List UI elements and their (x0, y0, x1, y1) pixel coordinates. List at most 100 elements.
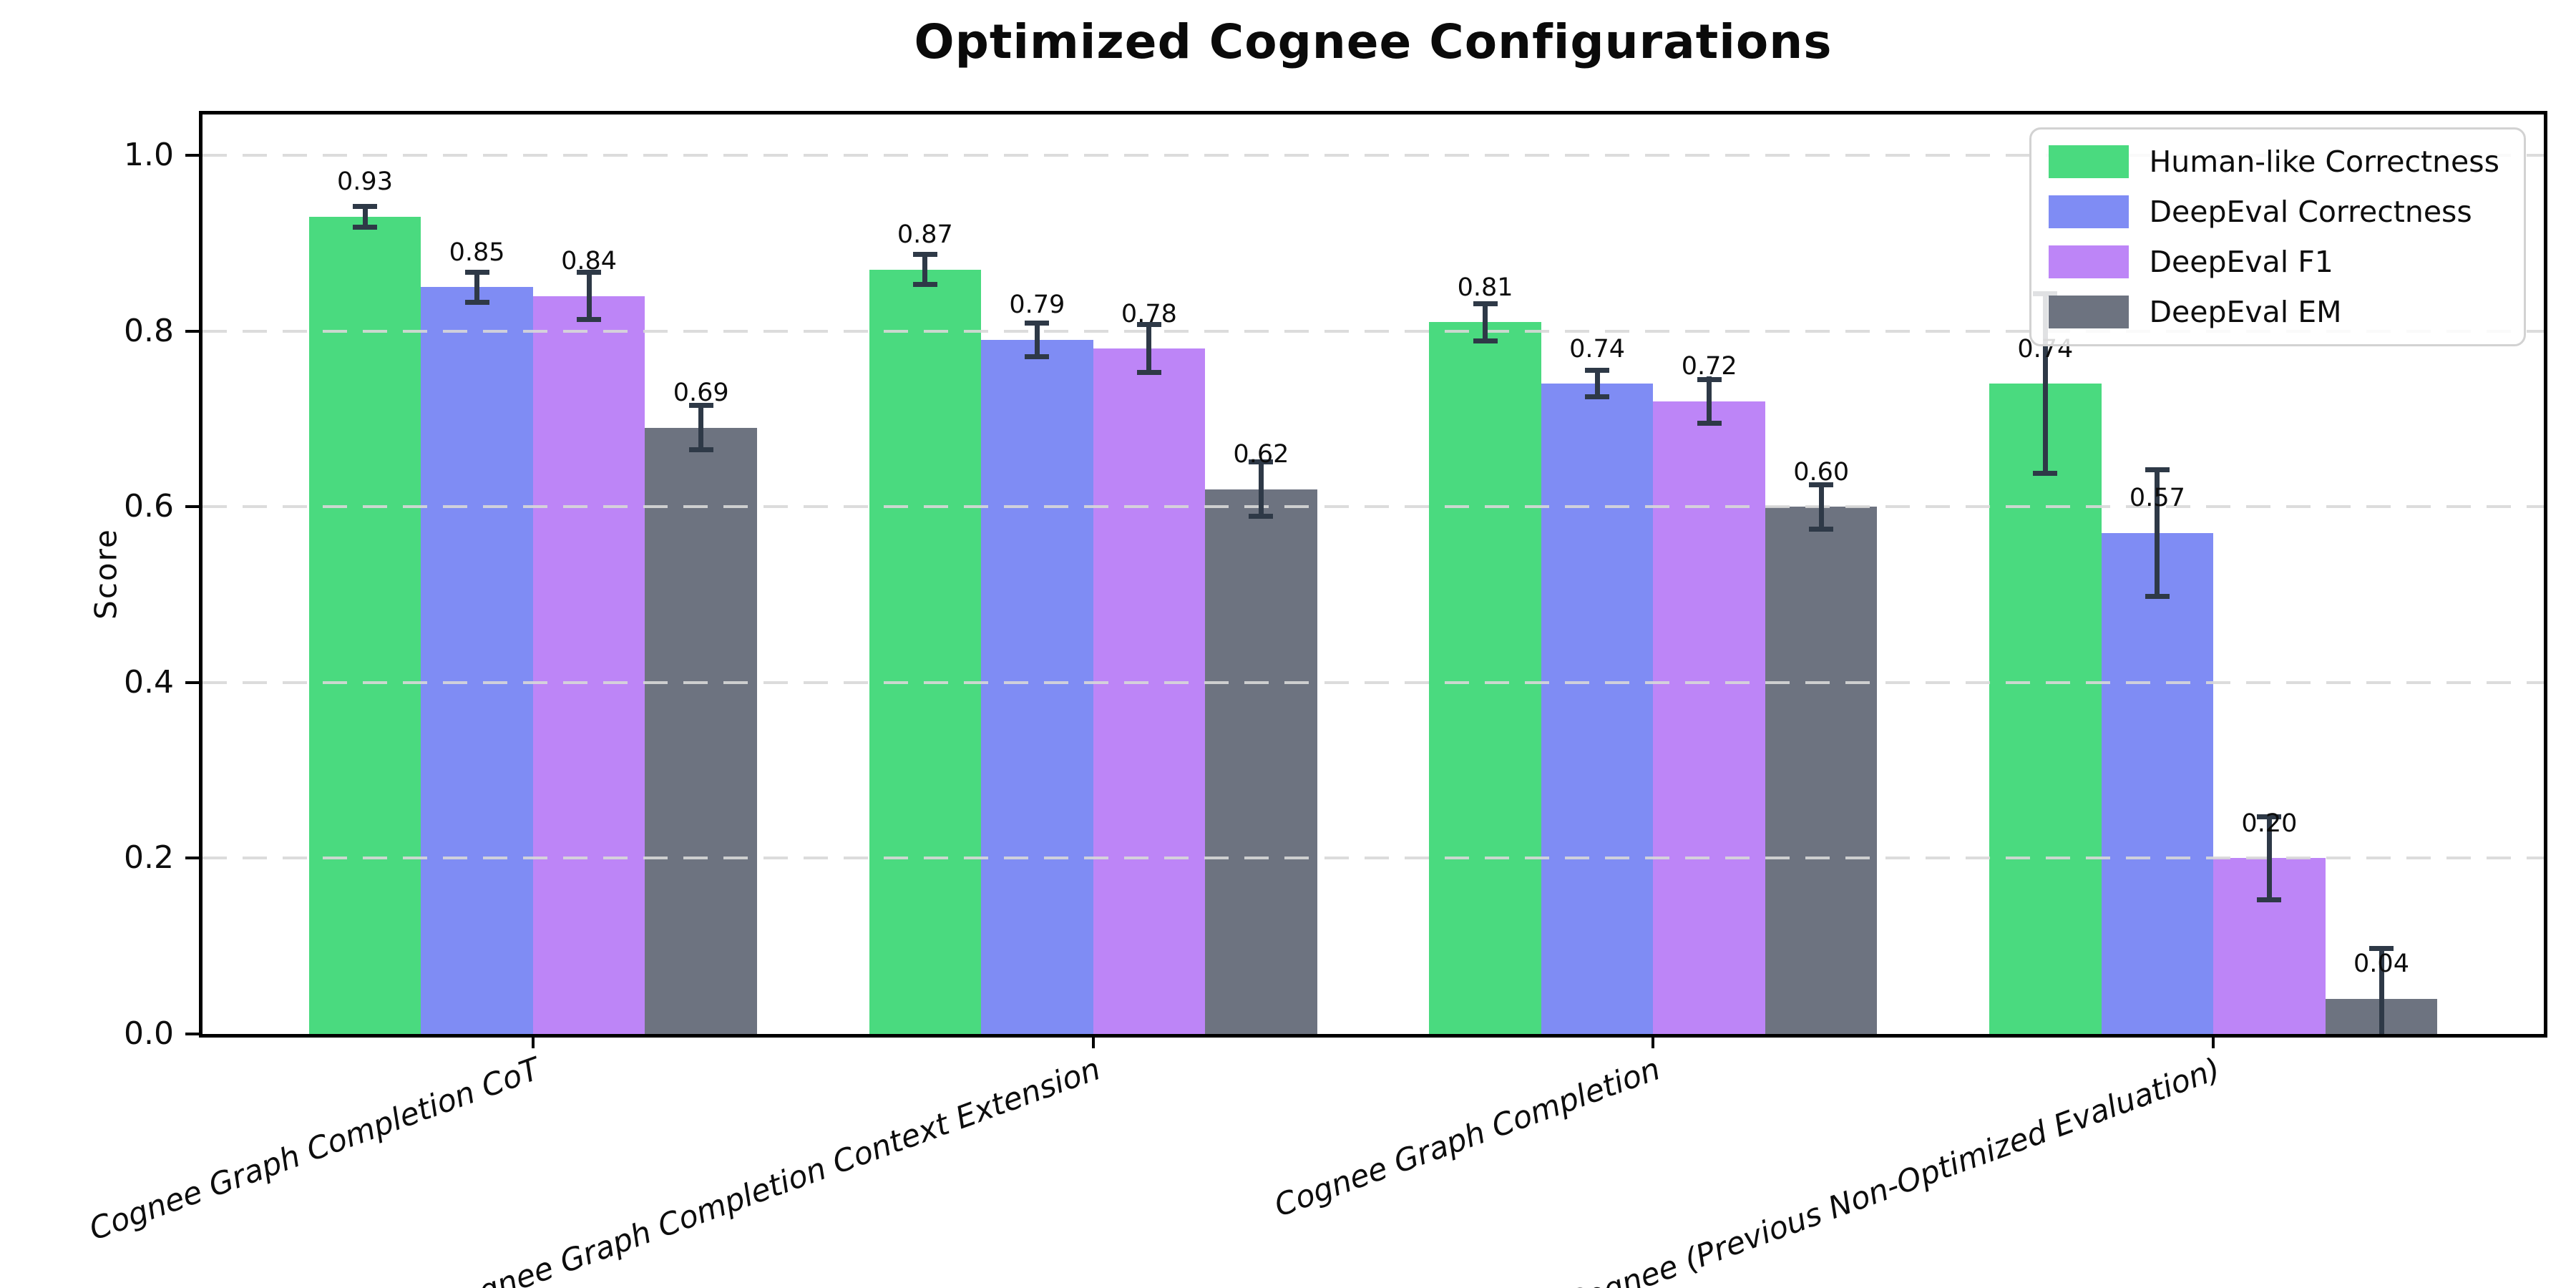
legend: Human-like Correctness DeepEval Correctne… (2029, 127, 2526, 346)
x-category-label: Cognee Graph Completion (1269, 1051, 1665, 1224)
chart-title: Optimized Cognee Configurations (914, 14, 1833, 69)
error-bar-cap-top (2145, 467, 2170, 472)
error-bar (1034, 320, 1040, 359)
error-bar-cap-top (2257, 814, 2282, 819)
y-axis-title: Score (88, 528, 124, 620)
legend-swatch (2049, 296, 2129, 328)
gridline (203, 154, 2544, 157)
y-tick-mark (185, 154, 201, 157)
error-bar-cap-bottom (1585, 394, 1610, 400)
gridline (203, 857, 2544, 860)
y-tick-mark (185, 1033, 201, 1035)
bar-value-label: 0.87 (897, 220, 953, 249)
bar-value-label: 0.57 (2129, 484, 2185, 513)
bar-value-label: 0.20 (2241, 809, 2298, 838)
error-bar-cap-top (1249, 459, 1274, 464)
bar-3-group-3 (1653, 401, 1765, 1034)
legend-item: Human-like Correctness (2049, 145, 2499, 178)
error-bar-cap-bottom (1473, 338, 1498, 343)
error-bar (2266, 814, 2272, 902)
error-bar-cap-bottom (912, 282, 937, 288)
y-tick-mark (185, 329, 201, 333)
error-bar-cap-top (1473, 301, 1498, 306)
y-tick-mark (185, 680, 201, 684)
y-tick-label: 0.6 (124, 488, 174, 525)
legend-swatch (2049, 145, 2129, 178)
x-tick-mark (1091, 1034, 1095, 1048)
bar-value-label: 0.81 (1457, 273, 1513, 302)
bar-value-label: 0.79 (1009, 291, 1065, 320)
error-bar (1707, 376, 1712, 426)
error-bar-cap-bottom (1025, 353, 1050, 359)
bar-4-group-2 (1205, 489, 1317, 1034)
y-tick-label: 1.0 (124, 137, 174, 173)
legend-swatch (2049, 195, 2129, 228)
error-bar-cap-top (464, 269, 489, 275)
error-bar-cap-bottom (2033, 471, 2058, 477)
error-bar-cap-bottom (2257, 897, 2282, 902)
error-bar (698, 403, 704, 453)
gridline (203, 680, 2544, 684)
plot-area: 0.93 0.85 0.84 0.69 0.87 0.79 0.78 0.62 0.81 0.74… (199, 111, 2547, 1038)
plot-inner: 0.93 0.85 0.84 0.69 0.87 0.79 0.78 0.62 0.81 0.74… (203, 114, 2544, 1034)
error-bar-cap-top (912, 252, 937, 258)
error-bar-cap-top (353, 203, 377, 209)
error-bar-cap-bottom (1249, 514, 1274, 519)
x-category-label: Cognee Graph Completion Context Extensio… (435, 1051, 1106, 1288)
x-category-label: Cognee Graph Completion CoT (84, 1051, 545, 1248)
bar-2-group-4 (2101, 533, 2214, 1034)
bar-1-group-1 (308, 217, 421, 1034)
x-tick-mark (1652, 1034, 1655, 1048)
bar-value-label: 0.62 (1233, 439, 1289, 469)
error-bar (2042, 291, 2048, 477)
gridline (203, 329, 2544, 333)
bar-2-group-1 (421, 287, 533, 1034)
bar-value-label: 0.85 (449, 238, 505, 267)
bar-value-label: 0.93 (337, 167, 393, 197)
error-bar (1483, 301, 1488, 343)
bar-2-group-2 (981, 339, 1093, 1034)
y-tick-mark (185, 857, 201, 860)
bar-value-label: 0.60 (1793, 457, 1850, 487)
error-bar (2379, 946, 2384, 1034)
bar-4-group-1 (645, 427, 757, 1034)
error-bar-cap-bottom (353, 225, 377, 230)
legend-label: DeepEval F1 (2149, 244, 2333, 279)
bar-value-label: 0.84 (561, 246, 618, 275)
error-bar-cap-top (1136, 322, 1161, 328)
error-bar-cap-top (1697, 376, 1722, 382)
bar-value-label: 0.74 (1569, 334, 1626, 364)
legend-label: DeepEval Correctness (2149, 194, 2472, 229)
error-bar-cap-bottom (1136, 370, 1161, 375)
bar-3-group-2 (1093, 348, 1206, 1034)
bar-value-label: 0.78 (1121, 299, 1177, 328)
y-tick-label: 0.4 (124, 663, 174, 701)
error-bar-cap-top (1585, 368, 1610, 374)
error-bar (1146, 322, 1152, 375)
x-tick-mark (531, 1034, 535, 1048)
bar-4-group-3 (1765, 507, 1878, 1034)
y-tick-label: 0.0 (124, 1015, 174, 1052)
legend-item: DeepEval F1 (2049, 245, 2499, 278)
error-bar-cap-bottom (688, 447, 713, 453)
error-bar (474, 269, 480, 305)
y-tick-label: 0.2 (124, 839, 174, 877)
error-bar-cap-top (2369, 946, 2394, 952)
error-bar-cap-top (1809, 482, 1834, 487)
x-category-label: Cognee (Previous Non-Optimized Evaluatio… (1561, 1051, 2225, 1288)
bar-2-group-3 (1541, 384, 1654, 1034)
legend-swatch (2049, 245, 2129, 278)
bar-value-label: 0.69 (673, 379, 729, 407)
error-bar (586, 269, 592, 323)
error-bar-cap-bottom (2145, 594, 2170, 600)
legend-label: Human-like Correctness (2149, 144, 2499, 179)
error-bar (362, 203, 368, 230)
error-bar (1594, 368, 1600, 400)
error-bar (922, 252, 928, 288)
error-bar (1258, 459, 1264, 519)
error-bar-cap-top (577, 269, 602, 275)
bar-value-label: 0.72 (1681, 352, 1737, 381)
legend-item: DeepEval EM (2049, 296, 2499, 328)
error-bar (2155, 467, 2160, 600)
